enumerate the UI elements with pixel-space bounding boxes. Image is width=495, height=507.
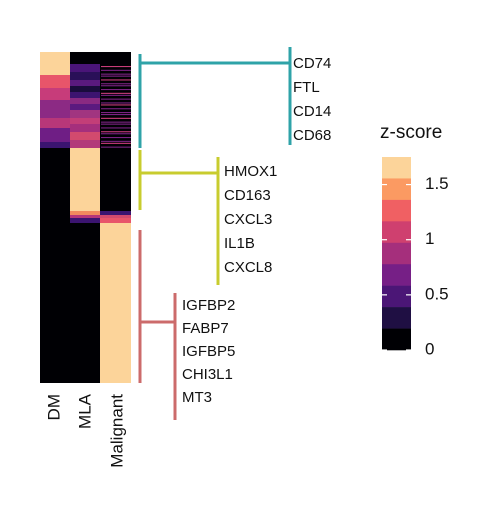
cell-malignant-sparse — [101, 108, 131, 110]
cell-malignant-sparse — [101, 79, 131, 81]
cell-mla-dmmarker — [70, 64, 100, 72]
cell-mla-dmmarker — [70, 80, 100, 86]
colorbar-segment — [382, 178, 411, 201]
cell-dm-marker — [40, 88, 70, 100]
cell-malignant-sparse — [101, 131, 131, 133]
cell-malignant-sparse — [101, 75, 131, 77]
gene-label-il1b: IL1B — [224, 235, 255, 252]
cell-mla-marker — [70, 148, 100, 211]
cell-mla-transition — [70, 218, 100, 223]
cell-malignant-sparse — [101, 127, 131, 129]
colorbar-tick-label: 0 — [425, 339, 434, 358]
colorbar-segment — [382, 242, 411, 265]
colorbar-segment — [382, 285, 411, 308]
cell-mla-dmmarker — [70, 86, 100, 92]
heatmap-matrix — [40, 52, 131, 383]
column-labels: DM MLA Malignant — [44, 393, 126, 467]
cell-dm-marker — [40, 52, 70, 75]
cell-malignant-marker — [100, 223, 131, 383]
cell-dm-marker — [40, 75, 70, 88]
cell-malignant-sparse — [101, 83, 131, 85]
cell-mla-transition — [70, 211, 100, 215]
cell-malignant-sparse — [101, 117, 131, 119]
cell-malignant-sparse — [101, 104, 131, 106]
column-label-mla: MLA — [75, 393, 94, 429]
cell-mla-dmmarker — [70, 140, 100, 148]
cell-mla-dmmarker — [70, 72, 100, 80]
cell-malignant-sparse — [101, 66, 131, 68]
cell-malignant-sparse — [101, 98, 131, 100]
gene-label-igfbp5: IGFBP5 — [182, 343, 235, 360]
cell-mla-dmmarker — [70, 104, 100, 110]
cell-malignant-sparse — [101, 142, 131, 144]
bracket-malignant — [138, 230, 177, 420]
colorbar-segment — [382, 221, 411, 244]
cell-malignant-transition — [100, 218, 131, 223]
cell-malignant-sparse — [101, 92, 131, 94]
legend-title: z-score — [380, 122, 442, 143]
cell-mla-dmmarker — [70, 92, 100, 98]
cell-dm-marker — [40, 118, 70, 128]
colorbar-legend: z-score 1.5 1 0.5 0 — [380, 122, 449, 358]
colorbar-segment — [382, 264, 411, 286]
colorbar-segment — [382, 328, 411, 351]
gene-label-hmox1: HMOX1 — [224, 163, 277, 180]
cell-malignant-sparse — [101, 94, 131, 96]
cell-mla-dmmarker — [70, 118, 100, 124]
gene-label-cd74: CD74 — [293, 55, 331, 72]
cell-malignant-sparse — [101, 89, 131, 91]
gene-label-cd14: CD14 — [293, 103, 331, 120]
cell-malignant-transition — [100, 211, 131, 215]
cell-malignant-transition — [100, 215, 131, 218]
cell-dm-marker — [40, 142, 70, 148]
cell-dm-marker — [40, 128, 70, 142]
colorbar-tick-label: 1.5 — [425, 174, 449, 193]
bracket-dm — [138, 47, 292, 148]
cell-malignant-zero — [100, 148, 131, 211]
cell-malignant-sparse — [101, 114, 131, 116]
cell-malignant-sparse — [101, 69, 131, 71]
cell-mla-dmmarker — [70, 98, 100, 104]
gene-label-cd163: CD163 — [224, 187, 271, 204]
cell-malignant-sparse — [101, 121, 131, 123]
colorbar-segment — [382, 157, 411, 179]
colorbar-tick-label: 0.5 — [425, 284, 449, 303]
cell-dm-marker — [40, 100, 70, 118]
gene-label-cxcl3: CXCL3 — [224, 211, 272, 228]
bracket-mla — [138, 150, 220, 285]
gene-label-cxcl8: CXCL8 — [224, 259, 272, 276]
cell-mla-dmmarker — [70, 132, 100, 140]
cell-mla-dmmarker — [70, 52, 100, 64]
gene-label-ftl: FTL — [293, 79, 320, 96]
cell-malignant-sparse — [101, 73, 131, 75]
cell-malignant-sparse — [101, 85, 131, 87]
colorbar-segment — [382, 199, 411, 222]
gene-labels: CD74 FTL CD14 CD68 HMOX1 CD163 CXCL3 IL1B CXCL8 I… — [182, 55, 331, 406]
gene-group-brackets — [138, 47, 292, 420]
gene-label-mt3: MT3 — [182, 389, 212, 406]
gene-label-chi3l1: CHI3L1 — [182, 366, 233, 383]
column-label-dm: DM — [44, 394, 63, 420]
gene-label-cd68: CD68 — [293, 127, 331, 144]
cell-mla-transition — [70, 215, 100, 218]
cell-malignant-sparse — [101, 146, 131, 148]
gene-label-fabp7: FABP7 — [182, 320, 229, 337]
gene-label-igfbp2: IGFBP2 — [182, 297, 235, 314]
cell-mla-dmmarker — [70, 110, 100, 118]
cell-malignant-sparse — [101, 123, 131, 125]
cell-mla-dmmarker — [70, 124, 100, 132]
cell-malignant-sparse — [101, 133, 131, 135]
cell-malignant-sparse — [101, 140, 131, 142]
cell-malignant-sparse — [101, 137, 131, 139]
colorbar-tick-label: 1 — [425, 229, 434, 248]
colorbar-segment — [382, 307, 411, 329]
cell-malignant-sparse — [101, 112, 131, 114]
column-label-malignant: Malignant — [107, 394, 126, 468]
cell-malignant-sparse — [101, 102, 131, 104]
